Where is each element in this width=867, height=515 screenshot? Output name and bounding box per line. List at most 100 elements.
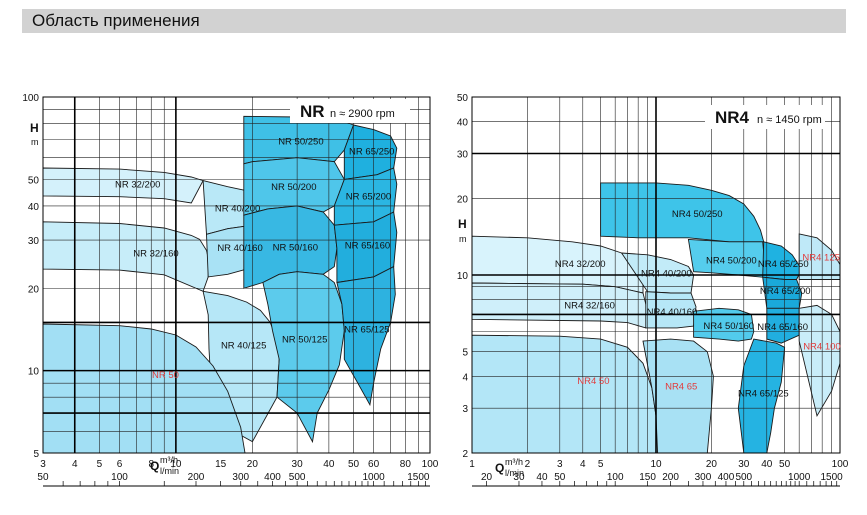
y-tick-label: 3	[462, 404, 468, 415]
region-label-nr-65-250: NR 65/250	[349, 146, 394, 157]
region-label-nr-50-250: NR 50/250	[278, 137, 323, 148]
x-tick-label: 100	[422, 459, 439, 470]
region-label-nr4-125: NR4 125	[802, 253, 840, 264]
x2-tick-label: 1000	[362, 472, 385, 483]
x-tick-label: 3	[557, 459, 563, 470]
x2-tick-label: 150	[639, 472, 656, 483]
x2-tick-label: 50	[554, 472, 566, 483]
x-tick-label: 8	[148, 459, 154, 470]
x2-tick-label: 1500	[407, 472, 430, 483]
x-tick-label: 20	[247, 459, 259, 470]
x-tick-label: 10	[170, 459, 182, 470]
x2-tick-label: 1500	[820, 472, 843, 483]
x2-tick-label: 500	[735, 472, 752, 483]
region-label-nr4-100: NR4 100	[803, 341, 841, 352]
x2-tick-label: 50	[37, 472, 49, 483]
x-tick-label: 30	[292, 459, 304, 470]
region-label-nr4-65-125: NR4 65/125	[738, 388, 789, 399]
x-tick-label: 2	[525, 459, 531, 470]
region-label-nr4-50-160: NR4 50/160	[703, 321, 754, 332]
x-tick-label: 30	[738, 459, 750, 470]
plot-frame	[471, 96, 841, 454]
x-tick-label: 4	[580, 459, 586, 470]
region-label-nr-40-125: NR 40/125	[221, 340, 266, 351]
region-labels: NR 32/200 NR 32/160 NR 40/200 NR 40/160 NR 4…	[115, 137, 394, 382]
title-box	[290, 99, 410, 123]
x-tick-label: 15	[215, 459, 227, 470]
chart-subtitle: n ≈ 1450 rpm	[757, 114, 822, 126]
grid	[471, 96, 841, 454]
x-tick-label: 40	[323, 459, 335, 470]
region-label-nr-40-160: NR 40/160	[217, 243, 262, 254]
x-tick-label: 50	[779, 459, 791, 470]
x-tick-label: 80	[400, 459, 412, 470]
region-label-nr-65-200: NR 65/200	[346, 191, 391, 202]
y-tick-label: 20	[28, 284, 40, 295]
y-axis-label: H	[30, 121, 39, 135]
region-label-nr-65-125: NR 65/125	[344, 325, 389, 336]
region-nr4-50-250	[600, 182, 765, 243]
x2-tick-label: 300	[695, 472, 712, 483]
region-label-nr4-65-200: NR4 65/200	[760, 286, 811, 297]
region-label-nr-40-200: NR 40/200	[215, 203, 260, 214]
x2-tick-label: 400	[718, 472, 735, 483]
y-tick-label: 40	[28, 202, 40, 213]
x2-tick-label: 40	[536, 472, 548, 483]
y-tick-label: 5	[462, 348, 468, 359]
title-box	[705, 105, 825, 129]
regions	[42, 115, 398, 454]
x-axis-label: Q	[495, 461, 504, 475]
x-tick-label: 20	[706, 459, 718, 470]
x-tick-label: 4	[72, 459, 78, 470]
region-label-nr4-50-200: NR4 50/200	[706, 256, 757, 267]
region-labels: NR4 32/200 NR4 32/160 NR4 50 NR4 40/200 NR4 …	[555, 209, 841, 399]
x2-tick-label: 500	[289, 472, 306, 483]
x-tick-label: 5	[97, 459, 103, 470]
region-nr-32-200	[42, 167, 204, 204]
section-title: Область применения	[32, 11, 200, 30]
region-nr4-50-160	[693, 307, 755, 342]
region-label-nr-65-160: NR 65/160	[345, 241, 390, 252]
y-tick-label: 30	[457, 149, 469, 160]
x-tick-label: 50	[348, 459, 360, 470]
section-header: Область применения	[22, 9, 846, 33]
plot-frame	[42, 96, 431, 454]
x2-tick-label: 20	[481, 472, 493, 483]
x2-tick-label: 100	[111, 472, 128, 483]
x2-tick-label: 1000	[788, 472, 811, 483]
y-tick-label: 100	[22, 93, 39, 104]
chart-title: NR4	[715, 108, 750, 127]
y-tick-label: 10	[457, 271, 469, 282]
region-label-nr4-40-160: NR4 40/160	[647, 307, 698, 318]
region-label-nr-50: NR 50	[152, 370, 179, 381]
y-axis-unit: m	[459, 234, 467, 244]
region-label-nr4-50-250: NR4 50/250	[672, 209, 723, 220]
chart-subtitle: n ≈ 2900 rpm	[330, 108, 395, 120]
y-tick-label: 50	[457, 93, 469, 104]
x-tick-label: 100	[832, 459, 849, 470]
x-tick-label: 3	[40, 459, 46, 470]
region-nr4-65-125	[737, 338, 786, 454]
x2-tick-label: 400	[264, 472, 281, 483]
x-axis-unit-1: m³/h	[505, 457, 523, 467]
y-tick-label: 40	[457, 118, 469, 129]
x-axis-unit-2: l/min	[160, 466, 179, 476]
region-label-nr-50-200: NR 50/200	[271, 182, 316, 193]
y-tick-label: 10	[28, 367, 40, 378]
x-tick-label: 60	[368, 459, 380, 470]
region-label-nr4-65: NR4 65	[665, 382, 697, 393]
region-label-nr4-65-250: NR4 65/250	[758, 259, 809, 270]
y-tick-label: 2	[462, 449, 468, 460]
x-tick-label: 40	[761, 459, 773, 470]
region-label-nr4-40-200: NR4 40/200	[641, 268, 692, 279]
region-label-nr4-50: NR4 50	[577, 376, 609, 387]
region-label-nr4-65-160: NR4 65/160	[757, 322, 808, 333]
x-tick-label: 5	[598, 459, 604, 470]
region-nr-32-160	[42, 221, 210, 292]
y-tick-label: 5	[33, 449, 39, 460]
x-axis-unit-2: l/min	[505, 468, 524, 478]
region-label-nr4-32-160: NR4 32/160	[564, 300, 615, 311]
y-tick-label: 30	[28, 236, 40, 247]
